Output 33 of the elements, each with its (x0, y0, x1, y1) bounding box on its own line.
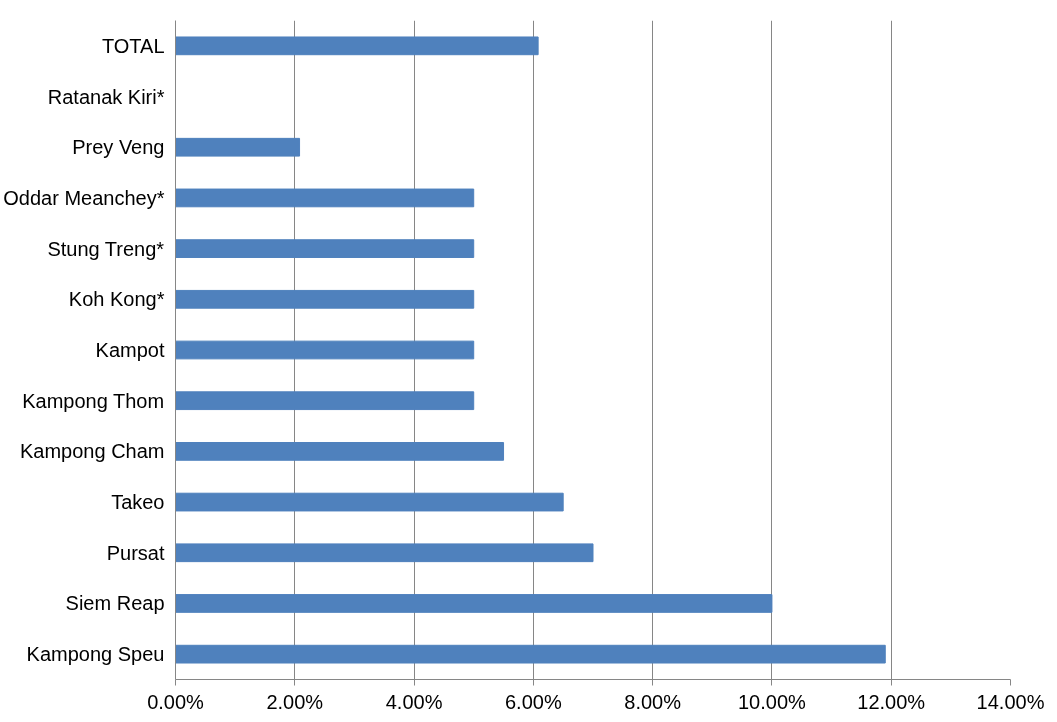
x-tick-label: 6.00% (505, 690, 562, 713)
bar (175, 594, 773, 613)
y-tick-label: Kampong Speu (26, 643, 165, 666)
bar (175, 239, 475, 258)
y-tick-label: Takeo (111, 491, 165, 514)
y-tick-label: Pursat (106, 541, 165, 564)
bar (175, 644, 886, 664)
y-tick-label: Kampong Thom (22, 389, 165, 412)
bar (175, 289, 475, 309)
bar (175, 36, 539, 56)
x-tick-label: 14.00% (976, 690, 1045, 713)
bar (175, 137, 301, 157)
y-tick-label: Siem Reap (65, 592, 165, 615)
x-tick-label: 0.00% (147, 690, 205, 713)
bar (175, 543, 594, 563)
y-tick-label: Ratanak Kiri* (47, 85, 165, 108)
y-tick-label: TOTAL (101, 34, 165, 57)
x-tick-label: 12.00% (857, 690, 926, 713)
y-tick-label: Stung Treng* (47, 237, 165, 260)
y-tick-label: Kampot (95, 339, 165, 361)
y-tick-label: Kampong Cham (19, 440, 165, 463)
x-tick-label: 10.00% (738, 690, 807, 713)
y-tick-label: Oddar Meanchey* (3, 186, 165, 209)
bar (175, 442, 505, 461)
bar (175, 340, 475, 360)
x-tick-label: 8.00% (624, 690, 682, 713)
bar (175, 391, 475, 411)
bar (175, 188, 475, 208)
bar (175, 492, 564, 512)
y-tick-label: Koh Kong* (68, 288, 165, 311)
x-tick-label: 2.00% (266, 690, 324, 713)
y-tick-label: Prey Veng (72, 136, 165, 159)
x-tick-label: 4.00% (385, 690, 443, 713)
